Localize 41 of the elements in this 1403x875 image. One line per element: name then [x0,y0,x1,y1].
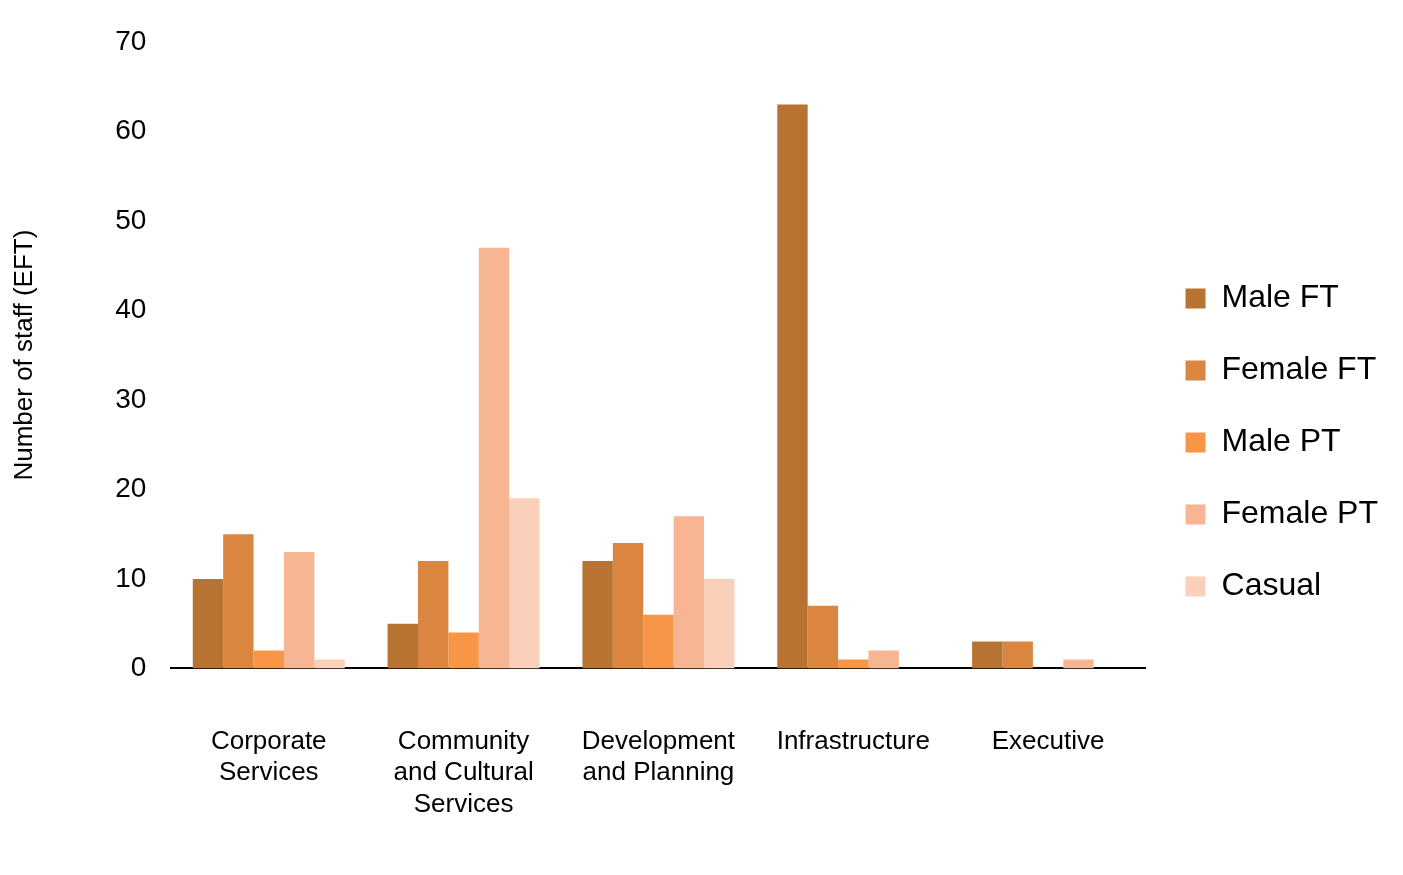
y-tick-label: 10 [115,561,147,593]
x-tick-label: Executive [991,725,1105,756]
bar [807,605,839,669]
y-tick-label: 40 [115,293,147,325]
legend-label: Male PT [1221,422,1341,459]
legend-label: Female FT [1221,350,1377,387]
bar [838,659,869,669]
legend-label: Male FT [1221,278,1339,315]
x-tick-label: Corporate Services [210,725,327,787]
legend-label: Casual [1221,566,1322,603]
x-tick-label: Community and Cultural Services [393,725,534,818]
bar [1063,659,1094,669]
bar [1002,641,1033,669]
bar [777,104,808,669]
bar [478,247,510,669]
x-tick-label: Development and Planning [581,725,736,787]
bar [192,578,224,669]
bar [283,552,315,669]
y-tick-label: 70 [115,24,147,56]
y-tick-label: 50 [115,203,147,235]
bar [972,641,1003,669]
bar [314,659,345,669]
bar [673,516,705,669]
bar [387,623,419,669]
bar [448,632,479,669]
y-tick-label: 20 [115,472,147,504]
y-axis-title: Number of staff (EFT) [7,229,38,481]
y-tick-label: 30 [115,382,147,414]
y-tick-label: 60 [115,114,147,146]
bar [509,498,540,669]
bar [643,614,674,669]
legend-label: Female PT [1221,494,1378,531]
x-tick-label: Infrastructure [776,725,930,756]
bar [704,578,735,669]
bar [612,543,644,669]
bar [418,560,449,669]
bar [868,650,899,669]
y-tick-label: 0 [130,651,147,683]
bar [582,560,613,669]
bar [253,650,284,669]
bar [223,534,254,669]
